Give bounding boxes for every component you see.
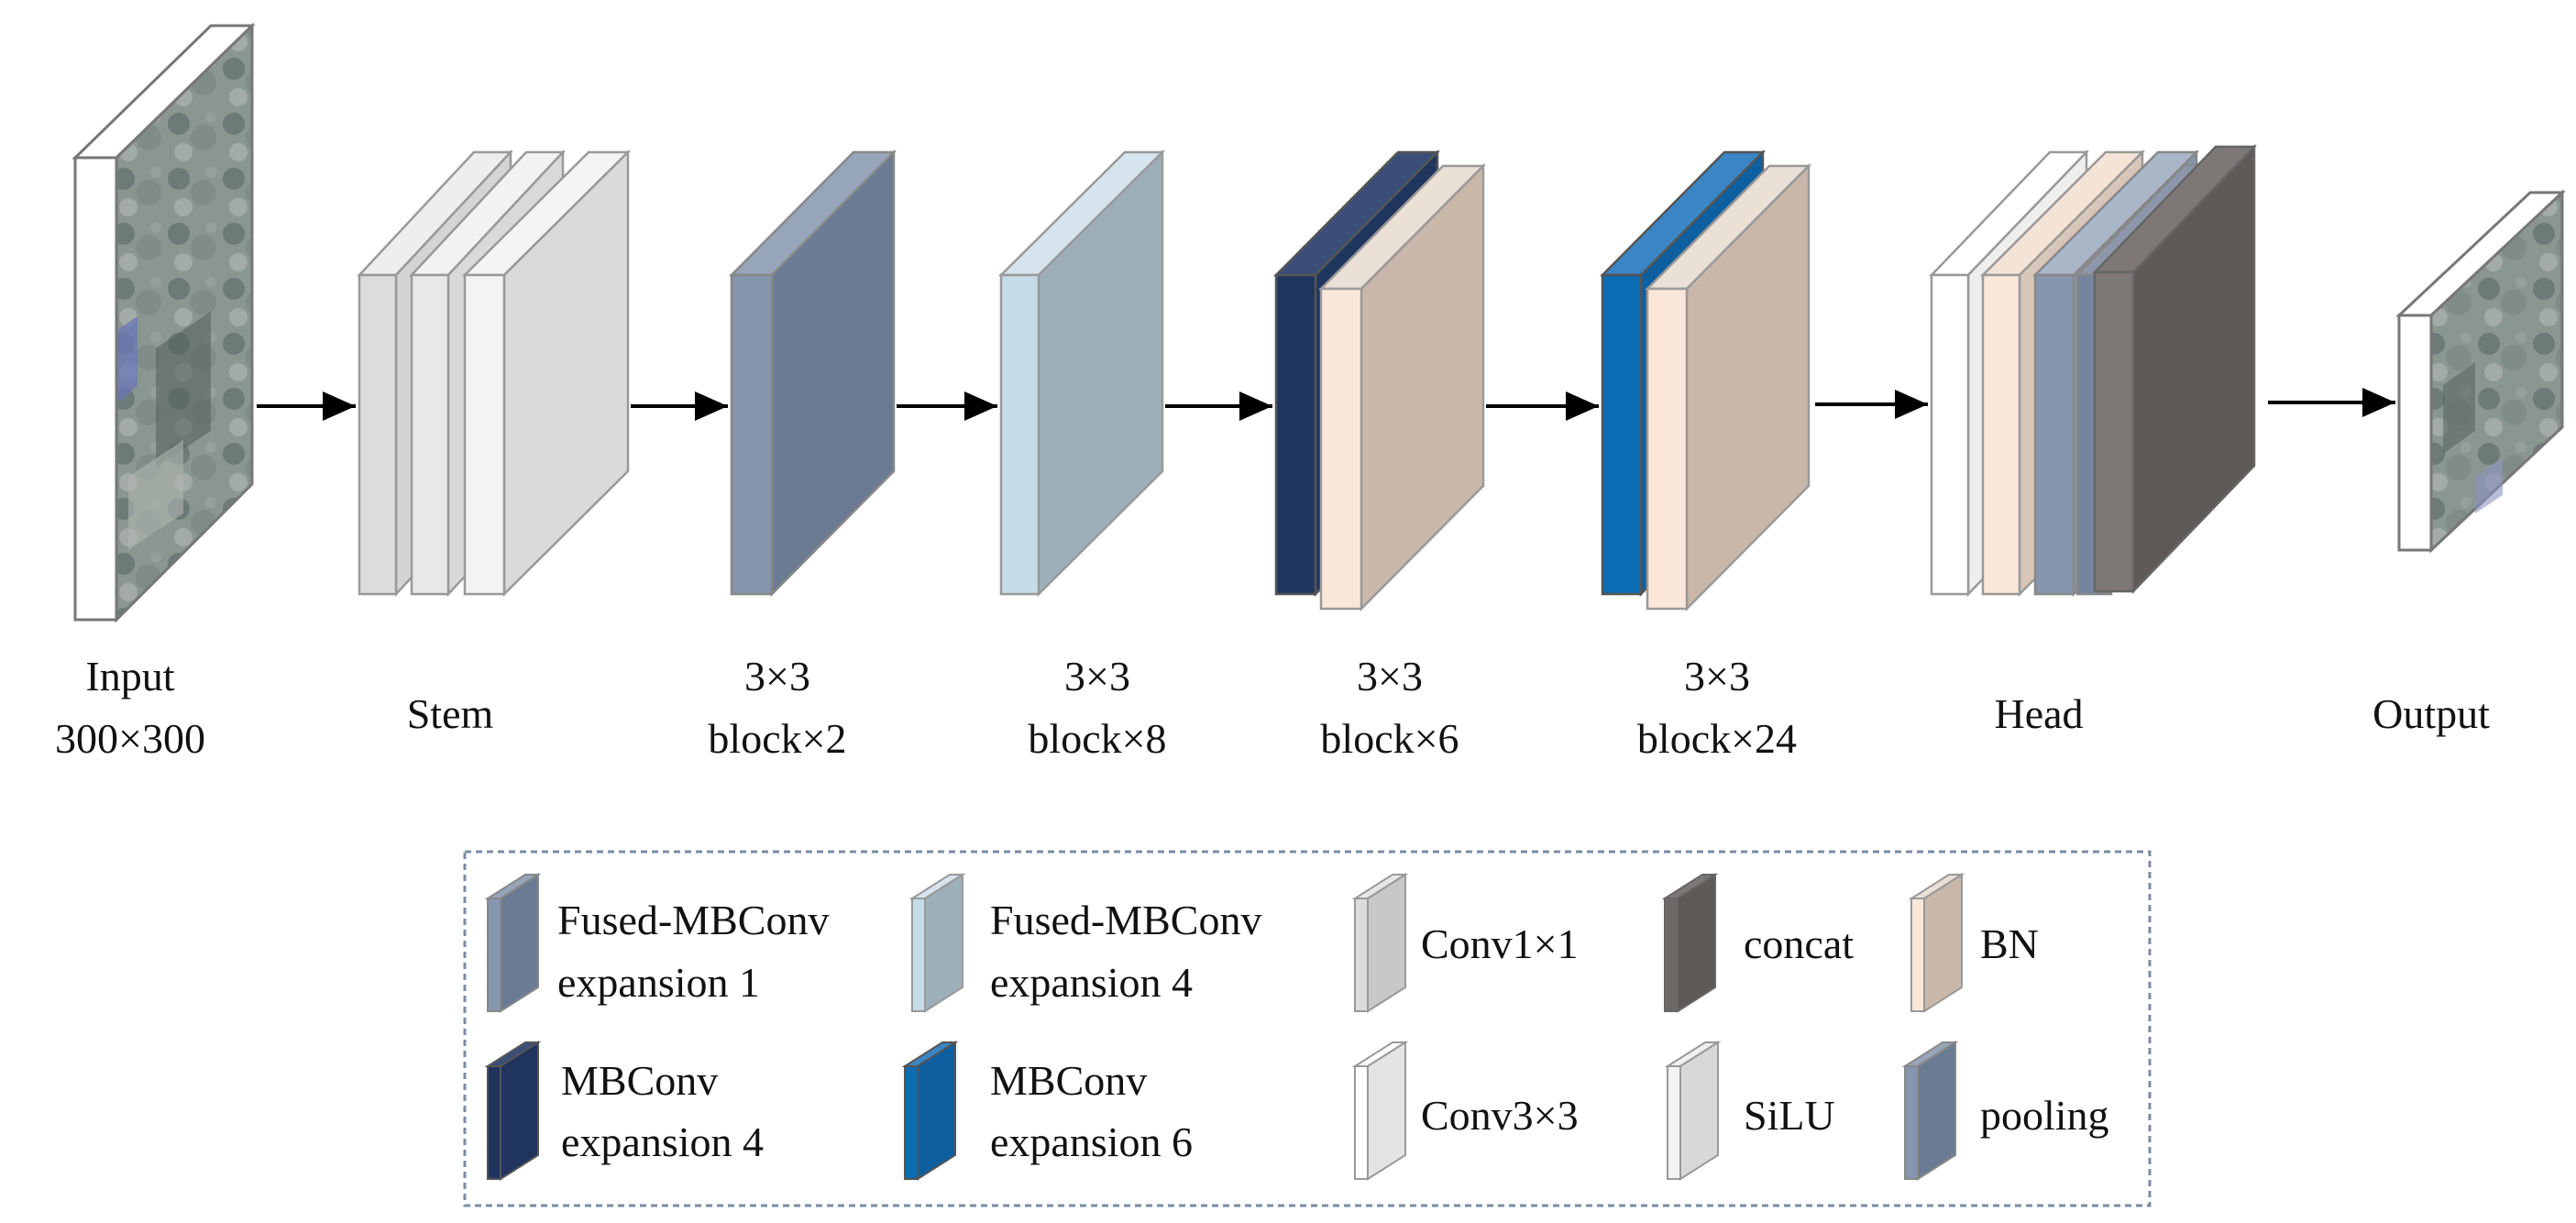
- stage2-kernel-label: 3×3: [1064, 653, 1130, 700]
- legend-text-silu: SiLU: [1744, 1092, 1835, 1139]
- legend-item-mbconv-exp4: MBConv expansion 4: [488, 1042, 764, 1179]
- input-label: Input: [85, 653, 174, 700]
- stage1-block: [732, 152, 894, 594]
- legend-swatch-concat: [1665, 875, 1715, 1011]
- legend-swatch-mbconv-exp4: [488, 1042, 538, 1179]
- head-label: Head: [1994, 690, 2083, 737]
- efficientnet-diagram: Input 300×300 Stem 3×3 block×2 3×3 block…: [0, 0, 2576, 1223]
- stage4-repeat-label: block×24: [1637, 715, 1797, 762]
- stage1-repeat-label: block×2: [708, 715, 846, 762]
- stage-labels: Input 300×300 Stem 3×3 block×2 3×3 block…: [55, 653, 2490, 762]
- legend-swatch-pooling: [1905, 1042, 1955, 1179]
- legend-swatch-conv3x3: [1355, 1042, 1405, 1179]
- legend-text-mbconv-exp4-line2: expansion 4: [561, 1118, 764, 1165]
- legend-item-silu: SiLU: [1668, 1042, 1835, 1179]
- legend-item-concat: concat: [1665, 875, 1854, 1011]
- input-image: [75, 26, 252, 620]
- input-size-label: 300×300: [55, 715, 205, 762]
- legend-swatch-silu: [1668, 1042, 1718, 1179]
- legend-item-fused-mbconv-exp4: Fused-MBConv expansion 4: [912, 875, 1261, 1011]
- legend-swatch-fused-mbconv-exp1: [488, 875, 538, 1011]
- legend-swatch-conv1x1: [1355, 875, 1405, 1011]
- legend-text-concat: concat: [1744, 920, 1854, 967]
- legend-text-mbconv-exp6-line2: expansion 6: [990, 1118, 1193, 1165]
- legend-text-fused-mbconv-exp1-line2: expansion 1: [557, 959, 760, 1006]
- legend: Fused-MBConv expansion 1 Fused-MBConv ex…: [465, 852, 2150, 1206]
- legend-text-conv3x3: Conv3×3: [1421, 1092, 1579, 1139]
- legend-text-mbconv-exp6-line1: MBConv: [990, 1057, 1147, 1104]
- legend-text-mbconv-exp4-line1: MBConv: [561, 1057, 718, 1104]
- legend-swatch-fused-mbconv-exp4: [912, 875, 963, 1011]
- legend-swatch-bn: [1911, 875, 1962, 1011]
- stage1-kernel-label: 3×3: [744, 653, 810, 700]
- legend-swatch-mbconv-exp6: [905, 1042, 955, 1179]
- stage2-repeat-label: block×8: [1028, 715, 1166, 762]
- output-label: Output: [2372, 690, 2490, 737]
- stem-block: [359, 152, 628, 594]
- legend-text-fused-mbconv-exp4-line2: expansion 4: [990, 959, 1193, 1006]
- stem-label: Stem: [407, 690, 494, 737]
- stage4-block: [1602, 152, 1809, 609]
- legend-item-fused-mbconv-exp1: Fused-MBConv expansion 1: [488, 875, 829, 1011]
- legend-item-bn: BN: [1911, 875, 2039, 1011]
- stage3-repeat-label: block×6: [1320, 715, 1459, 762]
- output-image: [2399, 193, 2562, 550]
- legend-text-fused-mbconv-exp4-line1: Fused-MBConv: [990, 897, 1261, 943]
- stage4-kernel-label: 3×3: [1684, 653, 1750, 700]
- head-block: [1932, 147, 2254, 594]
- stage2-block: [1001, 152, 1162, 594]
- stage3-block: [1276, 152, 1483, 609]
- legend-item-conv3x3: Conv3×3: [1355, 1042, 1579, 1179]
- stage3-kernel-label: 3×3: [1357, 653, 1423, 700]
- legend-item-conv1x1: Conv1×1: [1355, 875, 1579, 1011]
- legend-text-pooling: pooling: [1980, 1092, 2109, 1139]
- legend-text-fused-mbconv-exp1-line1: Fused-MBConv: [557, 897, 829, 943]
- legend-text-conv1x1: Conv1×1: [1421, 920, 1579, 967]
- legend-text-bn: BN: [1980, 920, 2039, 967]
- legend-item-mbconv-exp6: MBConv expansion 6: [905, 1042, 1193, 1179]
- legend-item-pooling: pooling: [1905, 1042, 2109, 1179]
